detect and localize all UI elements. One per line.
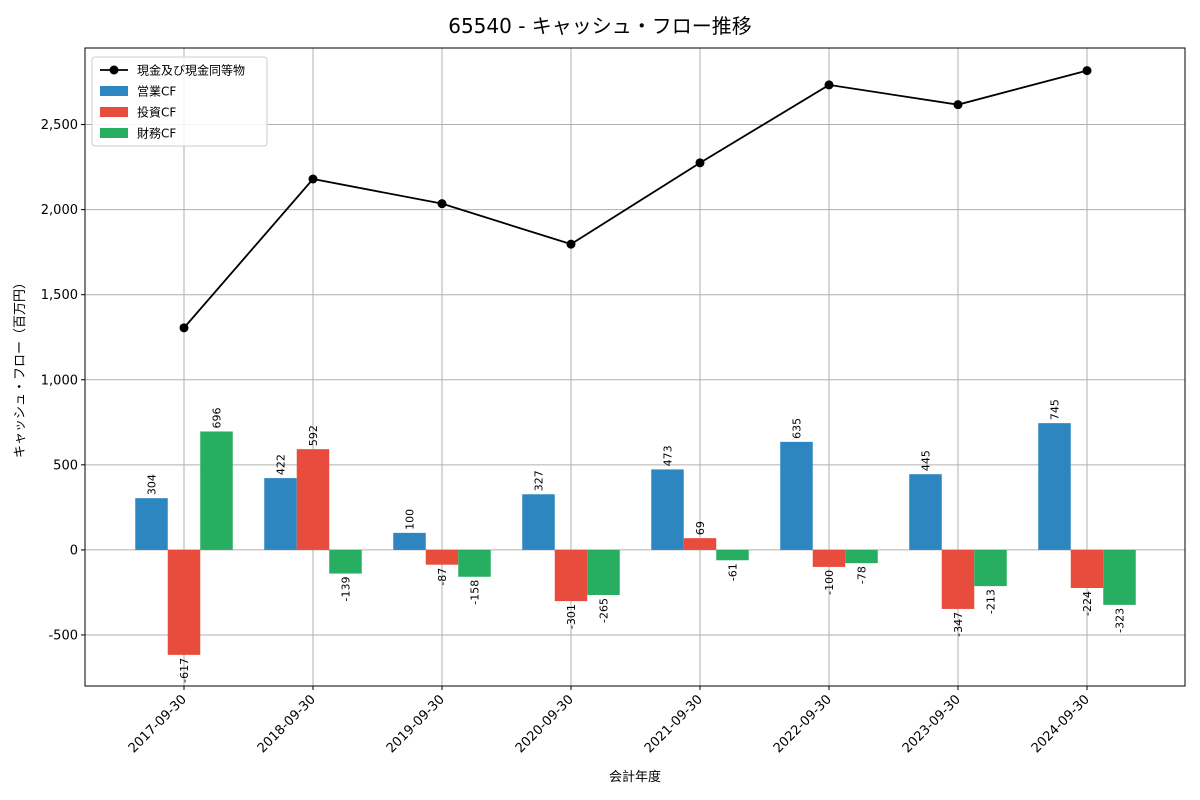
bar-財務CF — [329, 549, 362, 574]
cash-line-point — [566, 239, 576, 249]
y-tick-label: 2,500 — [41, 118, 78, 133]
chart-title: 65540 - キャッシュ・フロー推移 — [448, 14, 752, 38]
x-tick-label: 2021-09-30 — [642, 692, 706, 756]
x-tick-label: 2020-09-30 — [513, 692, 577, 756]
y-axis-label: キャッシュ・フロー（百万円） — [13, 276, 28, 458]
y-tick-label: 1,000 — [41, 373, 78, 388]
x-tick-label: 2018-09-30 — [255, 692, 319, 756]
x-axis-label: 会計年度 — [609, 769, 661, 785]
legend-box — [91, 56, 268, 147]
bar-財務CF — [974, 549, 1007, 587]
bar-営業CF — [264, 478, 297, 550]
bar-value-label: 473 — [662, 445, 675, 466]
bar-value-label: 592 — [307, 425, 320, 446]
y-tick-label: 500 — [53, 458, 78, 473]
bar-series — [135, 423, 1136, 655]
bar-value-label: -301 — [565, 604, 578, 629]
bar-value-label: -265 — [598, 598, 611, 623]
bar-営業CF — [522, 494, 555, 550]
cash-line-point — [437, 199, 447, 209]
y-tick-label: 2,000 — [41, 203, 78, 218]
bar-財務CF — [587, 549, 620, 595]
bar-投資CF — [812, 549, 846, 567]
bar-財務CF — [716, 549, 749, 561]
legend-entry: 投資CF — [137, 105, 176, 120]
legend-swatch — [100, 86, 128, 96]
x-tick-label: 2019-09-30 — [384, 692, 448, 756]
y-tick-label: 1,500 — [41, 288, 78, 303]
bar-value-label: -158 — [469, 580, 482, 605]
bar-value-label: -617 — [178, 658, 191, 683]
cash-line-point — [824, 80, 834, 90]
legend-marker — [109, 65, 119, 75]
bar-財務CF — [200, 431, 233, 550]
data-labels: 304 422 100 327 473 635 445 745 -617 592 -87 -301 69… — [146, 399, 1127, 683]
bar-投資CF — [683, 538, 717, 550]
bar-value-label: 69 — [694, 521, 707, 535]
bar-投資CF — [296, 449, 330, 550]
bar-value-label: -213 — [985, 589, 998, 614]
cash-line-point — [953, 100, 963, 110]
cash-line-point — [1082, 66, 1092, 76]
x-tick-label: 2022-09-30 — [771, 692, 835, 756]
y-tick-label: 0 — [70, 543, 78, 558]
bar-value-label: -87 — [436, 568, 449, 586]
bar-投資CF — [941, 549, 975, 609]
bar-value-label: -224 — [1081, 591, 1094, 616]
plot-area-frame — [84, 47, 1186, 687]
bar-value-label: 745 — [1049, 399, 1062, 420]
bar-value-label: 100 — [404, 509, 417, 530]
bar-投資CF — [167, 549, 201, 655]
bar-value-label: 445 — [920, 450, 933, 471]
x-tick-label: 2024-09-30 — [1029, 692, 1093, 756]
legend-entry: 現金及び現金同等物 — [137, 63, 245, 78]
x-tick-label: 2023-09-30 — [900, 692, 964, 756]
bar-財務CF — [1103, 549, 1136, 605]
bar-value-label: 304 — [146, 474, 159, 495]
bar-営業CF — [1038, 423, 1071, 550]
legend-swatch — [100, 128, 128, 138]
y-tick-label: -500 — [48, 628, 78, 643]
bar-投資CF — [554, 549, 588, 602]
bar-営業CF — [135, 498, 168, 550]
legend-entry: 営業CF — [137, 85, 176, 99]
bar-投資CF — [1070, 549, 1104, 589]
axes: -500 0 500 1,000 1,500 2,000 2,500 2017-09-30 20… — [41, 118, 1093, 756]
bar-value-label: 327 — [533, 470, 546, 491]
legend-swatch — [100, 107, 128, 117]
bar-value-label: -139 — [340, 577, 353, 602]
bar-value-label: -323 — [1114, 608, 1127, 633]
bar-営業CF — [780, 441, 813, 550]
bar-営業CF — [909, 474, 942, 550]
bar-value-label: 696 — [211, 407, 224, 428]
cash-line-point — [308, 174, 318, 184]
legend-entry: 財務CF — [137, 126, 176, 141]
bar-投資CF — [425, 549, 459, 565]
bar-財務CF — [458, 549, 491, 577]
bar-財務CF — [845, 549, 878, 564]
cash-line-point — [695, 158, 705, 168]
cash-line — [183, 69, 1088, 329]
bar-営業CF — [393, 532, 426, 550]
bar-value-label: -347 — [952, 612, 965, 637]
bar-営業CF — [651, 469, 684, 550]
bar-value-label: 422 — [275, 454, 288, 475]
cash-line-series — [179, 66, 1092, 333]
bar-value-label: -100 — [823, 570, 836, 595]
bar-value-label: 635 — [791, 418, 804, 439]
bar-value-label: -78 — [856, 566, 869, 584]
bar-value-label: -61 — [727, 563, 740, 581]
x-tick-label: 2017-09-30 — [126, 692, 190, 756]
cash-line-point — [179, 323, 189, 333]
